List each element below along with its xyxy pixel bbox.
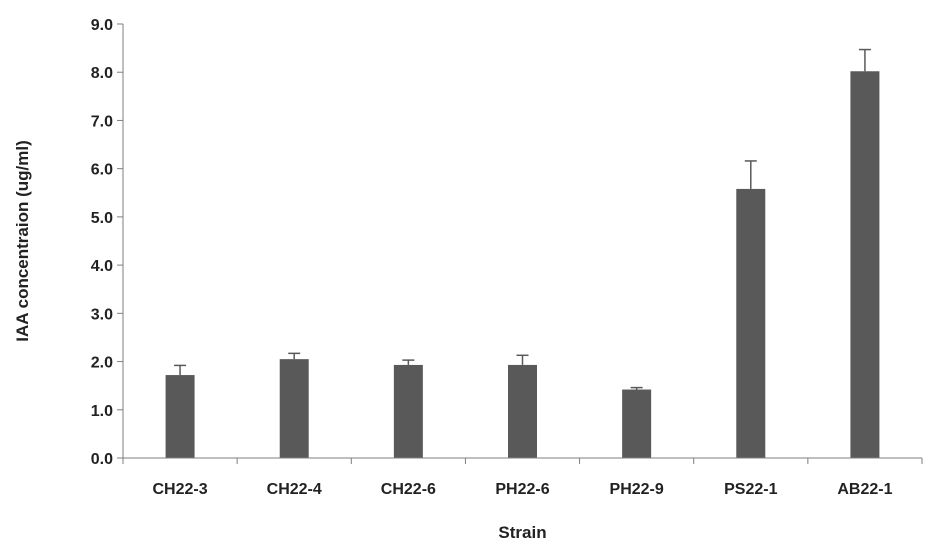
y-axis-ticks: 0.0 1.0 2.0 3.0 4.0 5.0 6.0 7.0 8.0 9.0	[91, 17, 123, 468]
bar-ab22-1	[850, 71, 880, 458]
error-bar-ps22-1	[744, 160, 757, 189]
x-tick-label: PH22-6	[495, 481, 549, 498]
x-tick-label: CH22-4	[267, 481, 322, 498]
bar-ps22-1	[736, 188, 766, 459]
y-tick-label: 9.0	[91, 17, 113, 34]
bar-ch22-6	[393, 364, 423, 458]
bars	[165, 71, 880, 459]
y-tick-label: 5.0	[91, 210, 113, 227]
error-bar-ab22-1	[858, 48, 871, 72]
error-bar-ch22-3	[174, 364, 187, 376]
x-tick-label: CH22-6	[381, 481, 436, 498]
bar-ch22-4	[279, 359, 309, 458]
x-axis-ticks: CH22-3 CH22-4 CH22-6 PH22-6 PH22-9 PS22-1 AB22…	[122, 458, 923, 498]
error-bar-ph22-6	[516, 354, 529, 365]
y-tick-label: 4.0	[91, 258, 113, 275]
y-tick-label: 6.0	[91, 162, 113, 179]
bar-ph22-9	[622, 389, 652, 458]
y-tick-label: 7.0	[91, 113, 113, 130]
y-axis-title: IAA concentraion (ug/ml)	[13, 140, 32, 342]
y-tick-label: 2.0	[91, 355, 113, 372]
error-bar-ch22-6	[402, 359, 415, 365]
x-tick-label: PH22-9	[610, 481, 664, 498]
y-tick-label: 8.0	[91, 65, 113, 82]
x-tick-label: CH22-3	[153, 481, 208, 498]
x-axis-title: Strain	[498, 523, 546, 542]
error-bar-ch22-4	[288, 352, 301, 360]
bar-ch22-3	[165, 375, 195, 458]
error-bar-ph22-9	[630, 386, 643, 390]
y-tick-label: 1.0	[91, 403, 113, 420]
y-tick-label: 0.0	[91, 451, 113, 468]
y-tick-label: 3.0	[91, 306, 113, 323]
bar-ph22-6	[508, 364, 537, 458]
x-tick-label: AB22-1	[837, 481, 892, 498]
x-tick-label: PS22-1	[724, 481, 777, 498]
error-bars	[174, 48, 871, 390]
